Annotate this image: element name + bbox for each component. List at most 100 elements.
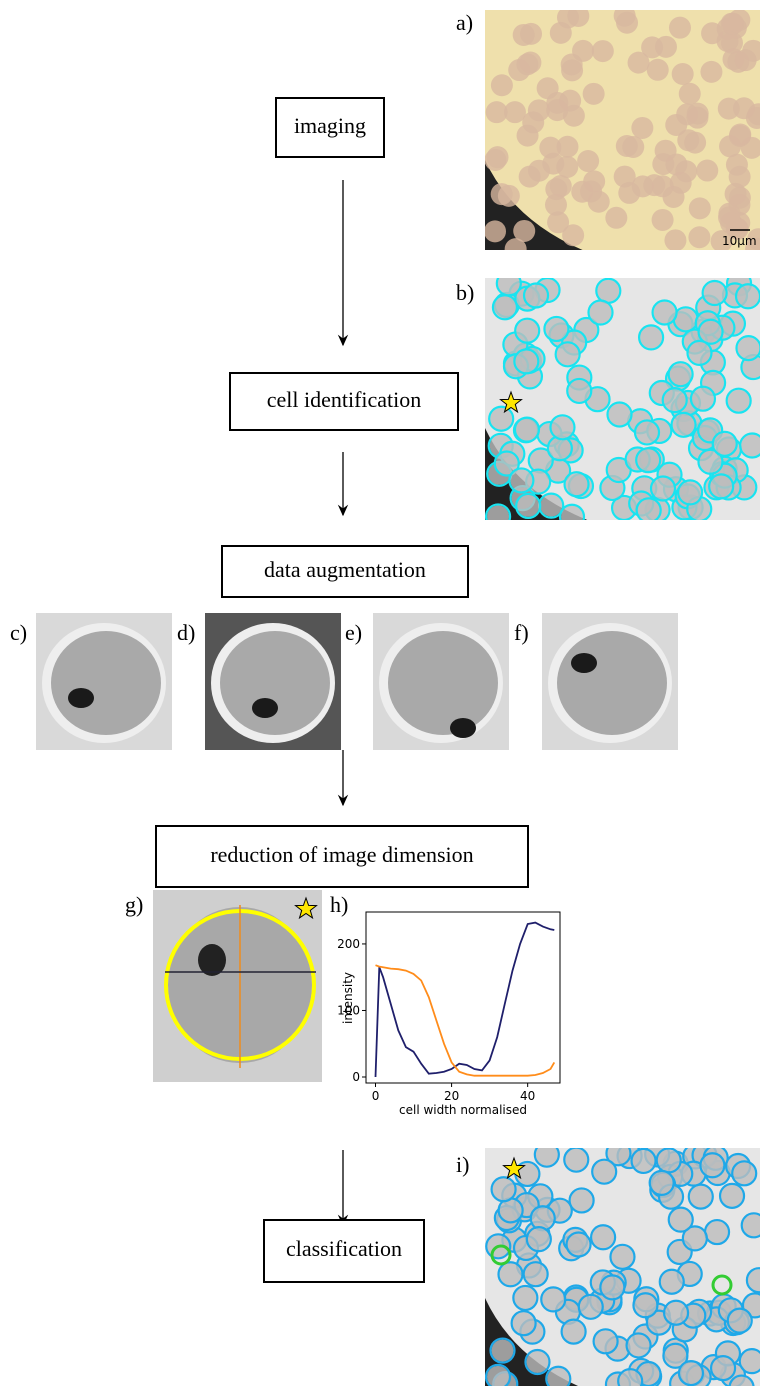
cell: [568, 380, 590, 402]
cell: [688, 342, 710, 364]
cell: [516, 320, 538, 342]
parasite: [252, 698, 278, 718]
cell: [513, 24, 535, 46]
cell: [546, 99, 568, 121]
cell: [622, 136, 644, 158]
cell: [710, 475, 732, 497]
cell: [537, 77, 559, 99]
cell: [640, 326, 662, 348]
cell: [593, 1161, 615, 1183]
step-label: classification: [286, 1236, 402, 1261]
cell: [714, 433, 736, 455]
cell: [652, 153, 674, 175]
cell: [665, 1302, 687, 1324]
cell: [672, 63, 694, 85]
cell: [688, 226, 710, 248]
cell: [618, 182, 640, 204]
cell: [633, 1150, 655, 1172]
cell: [679, 83, 701, 105]
x-axis-label: cell width normalised: [399, 1103, 527, 1117]
cell: [690, 1186, 712, 1208]
cell: [565, 1149, 587, 1171]
cell: [484, 220, 506, 242]
cell: [652, 478, 674, 500]
cell: [718, 98, 740, 120]
cell: [563, 1321, 585, 1343]
cell: [487, 505, 509, 527]
panel-label: a): [456, 10, 473, 35]
cell: [728, 390, 750, 412]
panel-label: b): [456, 280, 474, 305]
cell: [636, 421, 658, 443]
cell-body: [220, 631, 330, 735]
cell: [513, 1312, 535, 1334]
cell: [567, 5, 589, 27]
cell: [651, 1172, 673, 1194]
cell: [670, 363, 692, 385]
cell: [729, 124, 751, 146]
cell: [542, 1288, 564, 1310]
y-tick-label: 0: [352, 1070, 360, 1084]
cell: [494, 296, 516, 318]
parasite: [571, 653, 597, 673]
cell: [556, 156, 578, 178]
x-tick-label: 0: [372, 1089, 380, 1103]
cell: [566, 473, 588, 495]
cell: [718, 203, 740, 225]
cell: [675, 308, 697, 330]
cell: [500, 1263, 522, 1285]
cell: [580, 1296, 602, 1318]
cell: [670, 1209, 692, 1231]
cell: [536, 1144, 558, 1166]
cell-body: [51, 631, 161, 735]
cell: [675, 160, 697, 182]
cell: [490, 408, 512, 430]
parasite: [198, 944, 226, 976]
cell: [679, 481, 701, 503]
cell: [701, 22, 723, 44]
y-tick-label: 100: [337, 1003, 360, 1017]
cell: [605, 207, 627, 229]
cell: [532, 1207, 554, 1229]
plot-frame: [366, 912, 560, 1083]
cell: [652, 175, 674, 197]
step-label: data augmentation: [264, 557, 426, 582]
y-tick-label: 200: [337, 937, 360, 951]
cell: [652, 209, 674, 231]
cell: [664, 229, 686, 251]
cell: [517, 495, 539, 517]
cell-body: [388, 631, 498, 735]
cell: [528, 1228, 550, 1250]
cell: [561, 59, 583, 81]
panel-label: i): [456, 1152, 469, 1177]
step-label: imaging: [294, 113, 366, 138]
cell: [577, 150, 599, 172]
cell: [545, 318, 567, 340]
parasite: [68, 688, 94, 708]
cell: [528, 160, 550, 182]
cell: [550, 22, 572, 44]
cell: [539, 137, 561, 159]
scale-bar-label: 10μm: [722, 234, 757, 248]
cell: [597, 280, 619, 302]
cell-body: [557, 631, 667, 735]
cell: [654, 301, 676, 323]
cell: [545, 194, 567, 216]
cell: [680, 1362, 702, 1384]
cell: [549, 437, 571, 459]
cell: [498, 272, 520, 294]
cell: [508, 59, 530, 81]
cell: [628, 1334, 650, 1356]
cell: [572, 40, 594, 62]
cell: [493, 1178, 515, 1200]
parasite: [450, 718, 476, 738]
cell: [486, 101, 508, 123]
cell: [487, 146, 509, 168]
panel-label: e): [345, 620, 362, 645]
cell: [729, 1310, 751, 1332]
cell: [733, 1162, 755, 1184]
x-tick-label: 40: [520, 1089, 535, 1103]
cell: [561, 506, 583, 528]
cell: [700, 321, 722, 343]
